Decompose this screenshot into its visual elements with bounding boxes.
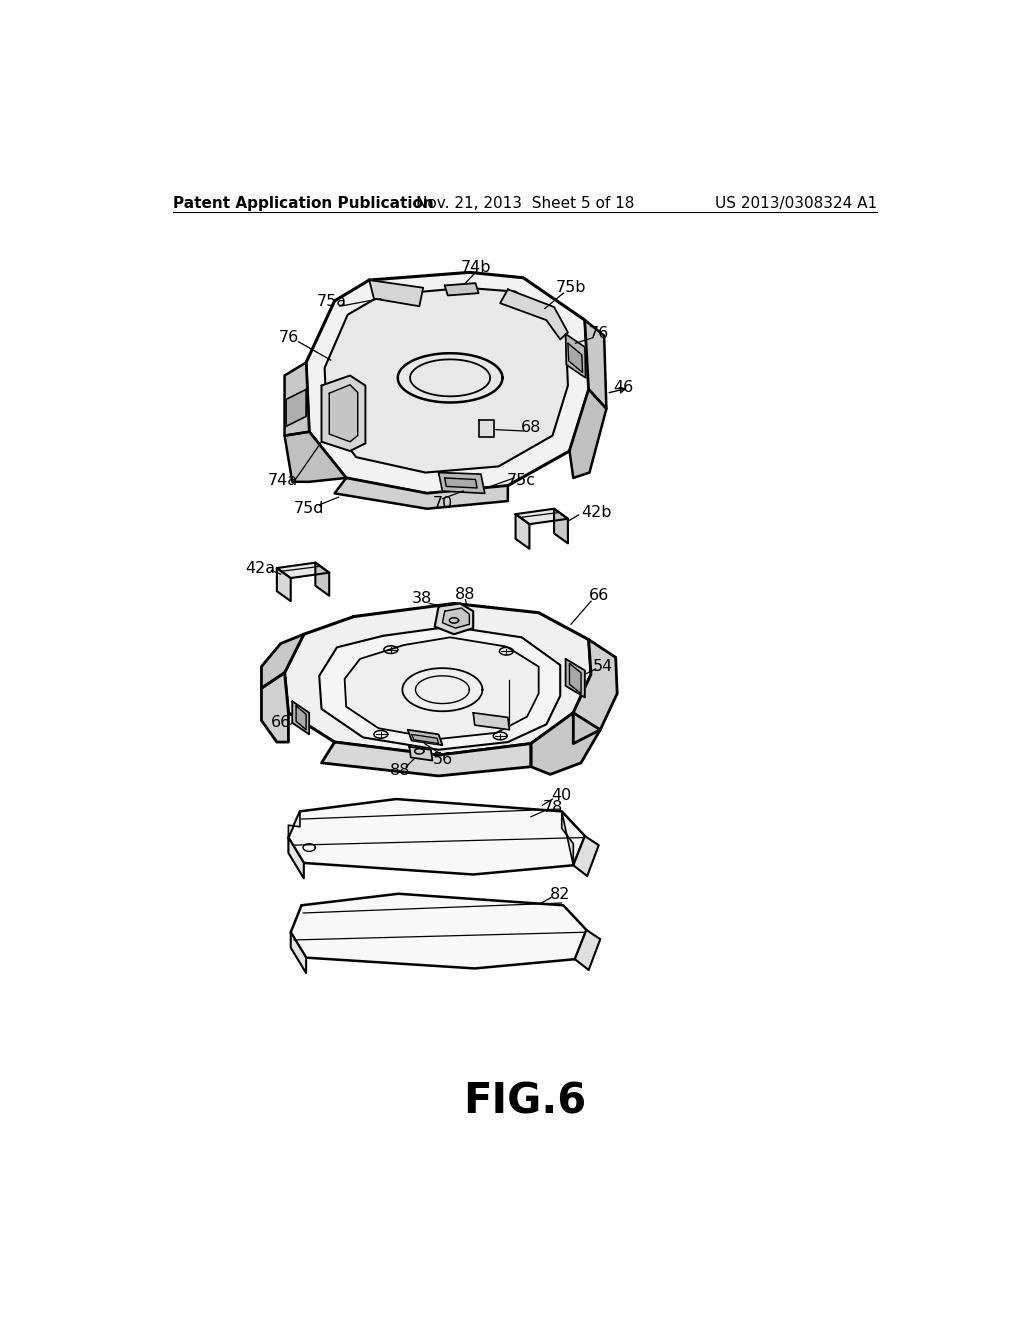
Text: 82: 82 <box>550 887 570 902</box>
Polygon shape <box>444 284 478 296</box>
Polygon shape <box>285 363 309 436</box>
Text: 75c: 75c <box>507 473 537 488</box>
Text: 70: 70 <box>432 496 453 511</box>
Text: 74a: 74a <box>268 473 298 488</box>
Text: 75d: 75d <box>294 502 325 516</box>
Text: 54: 54 <box>593 659 613 675</box>
Polygon shape <box>345 638 539 739</box>
Polygon shape <box>261 635 304 688</box>
Polygon shape <box>319 627 560 750</box>
Polygon shape <box>285 432 346 482</box>
Polygon shape <box>296 706 306 730</box>
Polygon shape <box>289 812 300 838</box>
Text: 42b: 42b <box>582 506 611 520</box>
Polygon shape <box>286 389 306 426</box>
Polygon shape <box>330 385 357 442</box>
Polygon shape <box>479 420 494 437</box>
Text: 68: 68 <box>521 420 541 436</box>
Polygon shape <box>568 343 583 372</box>
Polygon shape <box>412 734 438 743</box>
Polygon shape <box>435 603 473 635</box>
Polygon shape <box>306 272 589 494</box>
Polygon shape <box>410 747 432 760</box>
Polygon shape <box>444 478 477 488</box>
Polygon shape <box>289 838 304 878</box>
Polygon shape <box>315 562 330 595</box>
Polygon shape <box>261 673 289 742</box>
Polygon shape <box>438 473 484 494</box>
Text: 66: 66 <box>589 589 609 603</box>
Polygon shape <box>500 289 568 339</box>
Text: 75b: 75b <box>556 280 587 296</box>
Text: Patent Application Publication: Patent Application Publication <box>173 195 433 211</box>
Text: 88: 88 <box>390 763 411 777</box>
Text: 76: 76 <box>279 330 299 345</box>
Polygon shape <box>292 701 309 734</box>
Text: 78: 78 <box>543 800 563 814</box>
Polygon shape <box>574 929 600 970</box>
Text: 75a: 75a <box>317 294 347 309</box>
Polygon shape <box>569 664 581 693</box>
Polygon shape <box>573 836 599 876</box>
Text: 76: 76 <box>589 326 609 342</box>
Polygon shape <box>442 609 469 628</box>
Polygon shape <box>322 376 366 451</box>
Polygon shape <box>565 334 586 378</box>
Polygon shape <box>515 508 568 524</box>
Text: 83: 83 <box>506 671 525 685</box>
Polygon shape <box>291 932 306 973</box>
Polygon shape <box>335 478 508 508</box>
Polygon shape <box>569 389 606 478</box>
Text: FIG.6: FIG.6 <box>463 1081 587 1122</box>
Polygon shape <box>285 603 591 755</box>
Polygon shape <box>408 730 442 744</box>
Text: Nov. 21, 2013  Sheet 5 of 18: Nov. 21, 2013 Sheet 5 of 18 <box>416 195 634 211</box>
Polygon shape <box>276 568 291 601</box>
Polygon shape <box>562 812 573 866</box>
Polygon shape <box>370 280 423 306</box>
Polygon shape <box>573 640 617 743</box>
Text: 38: 38 <box>412 591 432 606</box>
Polygon shape <box>531 713 600 775</box>
Text: 66: 66 <box>270 714 291 730</box>
Text: 88: 88 <box>456 587 476 602</box>
Text: 74b: 74b <box>460 260 490 276</box>
Polygon shape <box>289 799 585 875</box>
Polygon shape <box>473 713 509 730</box>
Polygon shape <box>515 515 529 549</box>
Text: US 2013/0308324 A1: US 2013/0308324 A1 <box>716 195 878 211</box>
Polygon shape <box>276 562 330 578</box>
Polygon shape <box>322 742 531 776</box>
Text: 40: 40 <box>552 788 571 804</box>
Polygon shape <box>325 288 568 473</box>
Text: 46: 46 <box>613 380 634 396</box>
Polygon shape <box>565 659 585 697</box>
Text: 42a: 42a <box>245 561 275 576</box>
Polygon shape <box>585 321 606 409</box>
Polygon shape <box>291 894 587 969</box>
Polygon shape <box>554 508 568 544</box>
Text: 56: 56 <box>432 751 453 767</box>
